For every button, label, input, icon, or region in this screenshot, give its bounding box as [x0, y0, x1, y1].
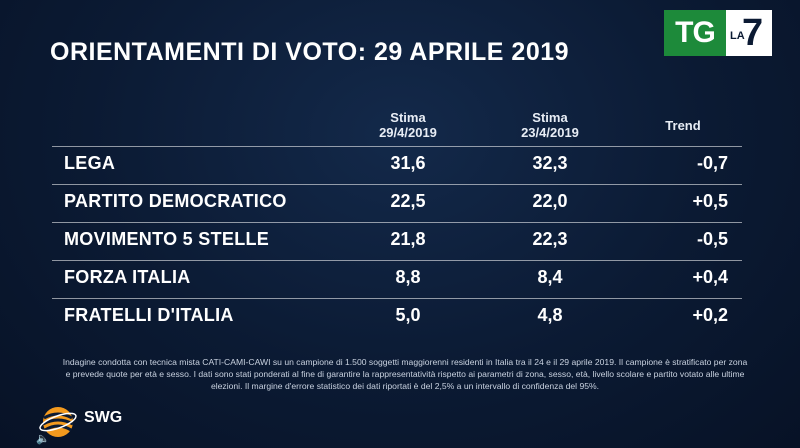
column-header-date: 29/4/2019 — [379, 125, 437, 140]
stima-23-value: 22,0 — [532, 191, 568, 211]
swg-brand-text: SWG — [84, 409, 123, 426]
stima-29-value: 22,5 — [390, 191, 426, 211]
stima-23-value: 22,3 — [532, 229, 568, 249]
column-header-stima-23: Stima 23/4/2019 — [510, 110, 590, 140]
stima-23-value: 8,4 — [537, 267, 563, 287]
party-name: FORZA ITALIA — [64, 267, 191, 287]
column-header-line: Stima — [532, 110, 568, 125]
table-row: PARTITO DEMOCRATICO 22,5 22,0 +0,5 — [52, 184, 742, 219]
page-title: ORIENTAMENTI DI VOTO: 29 APRILE 2019 — [50, 38, 570, 66]
table-row: FRATELLI D'ITALIA 5,0 4,8 +0,2 — [52, 298, 742, 333]
trend-value: -0,7 — [696, 153, 728, 173]
stima-29-value: 31,6 — [390, 153, 426, 173]
party-name: PARTITO DEMOCRATICO — [64, 191, 287, 211]
table-row: FORZA ITALIA 8,8 8,4 +0,4 — [52, 260, 742, 295]
swg-logo-icon — [39, 407, 77, 437]
stima-29-value: 21,8 — [390, 229, 426, 249]
column-header-date: 23/4/2019 — [521, 125, 579, 140]
tg-logo-text: TG — [664, 10, 726, 56]
speaker-icon[interactable]: 🔈 — [36, 433, 50, 445]
party-name: LEGA — [64, 153, 116, 173]
methodology-note: Indagine condotta con tecnica mista CATI… — [62, 357, 748, 391]
tg-la7-logo: TG LA 7 — [664, 10, 772, 56]
party-name: MOVIMENTO 5 STELLE — [64, 229, 270, 249]
stima-29-value: 5,0 — [395, 305, 421, 325]
la7-logo-box — [726, 10, 772, 56]
seven-logo-text: 7 — [742, 12, 764, 54]
column-header-stima-29: Stima 29/4/2019 — [368, 110, 448, 140]
stima-23-value: 4,8 — [537, 305, 563, 325]
table-row: LEGA 31,6 32,3 -0,7 — [52, 146, 742, 181]
stima-29-value: 8,8 — [395, 267, 421, 287]
trend-value: +0,5 — [692, 191, 728, 211]
trend-value: +0,4 — [692, 267, 728, 287]
column-header-line: Stima — [390, 110, 426, 125]
party-name: FRATELLI D'ITALIA — [64, 305, 234, 325]
column-header-trend: Trend — [665, 118, 701, 133]
trend-value: +0,2 — [692, 305, 728, 325]
la-logo-text: LA — [730, 30, 745, 42]
stima-23-value: 32,3 — [532, 153, 568, 173]
table-row: MOVIMENTO 5 STELLE 21,8 22,3 -0,5 — [52, 222, 742, 257]
trend-value: -0,5 — [696, 229, 728, 249]
